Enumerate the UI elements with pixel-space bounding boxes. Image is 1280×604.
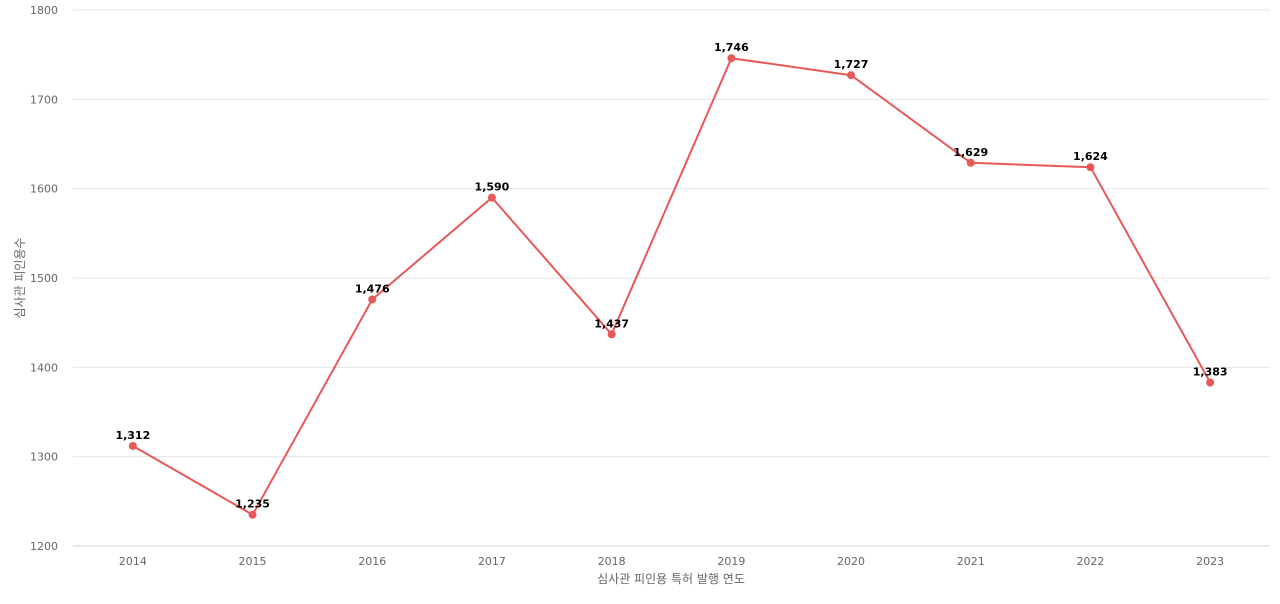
data-point[interactable] xyxy=(1206,378,1215,387)
data-label: 1,437 xyxy=(594,317,629,330)
x-tick-label: 2018 xyxy=(598,555,626,568)
x-tick-label: 2015 xyxy=(239,555,267,568)
data-point[interactable] xyxy=(1086,163,1095,172)
data-point[interactable] xyxy=(368,295,377,304)
y-tick-label: 1500 xyxy=(30,272,58,285)
y-tick-label: 1400 xyxy=(30,361,58,374)
x-tick-label: 2021 xyxy=(957,555,985,568)
x-tick-label: 2019 xyxy=(717,555,745,568)
data-point[interactable] xyxy=(727,54,736,63)
data-label: 1,590 xyxy=(475,181,510,194)
y-tick-label: 1800 xyxy=(30,4,58,17)
data-label: 1,383 xyxy=(1193,366,1228,379)
y-tick-label: 1200 xyxy=(30,540,58,553)
data-point[interactable] xyxy=(487,193,496,202)
x-axis-title: 심사관 피인용 특허 발행 연도 xyxy=(597,571,745,586)
data-point[interactable] xyxy=(847,71,856,80)
data-point[interactable] xyxy=(248,510,257,519)
x-axis-ticks: 2014 2015 2016 2017 2018 2019 2020 2021 2022 2023 xyxy=(119,555,1224,568)
data-labels: 1,312 1,235 1,476 1,590 1,437 1,746 1,727 1,629… xyxy=(115,41,1227,510)
x-tick-label: 2014 xyxy=(119,555,147,568)
x-tick-label: 2020 xyxy=(837,555,865,568)
x-tick-label: 2023 xyxy=(1196,555,1224,568)
y-tick-label: 1300 xyxy=(30,451,58,464)
x-tick-label: 2017 xyxy=(478,555,506,568)
data-point[interactable] xyxy=(128,441,137,450)
data-label: 1,746 xyxy=(714,41,749,54)
y-tick-label: 1700 xyxy=(30,93,58,106)
data-label: 1,312 xyxy=(115,429,150,442)
y-tick-label: 1600 xyxy=(30,183,58,196)
data-label: 1,476 xyxy=(355,282,390,295)
data-point[interactable] xyxy=(966,158,975,167)
data-label: 1,727 xyxy=(834,58,869,71)
series-points xyxy=(128,54,1215,519)
data-label: 1,629 xyxy=(953,146,988,159)
series-line xyxy=(131,57,1212,516)
x-tick-label: 2016 xyxy=(358,555,386,568)
y-axis-title: 심사관 피인용수 xyxy=(13,237,27,318)
gridlines xyxy=(73,9,1270,547)
series-lines xyxy=(131,57,1212,516)
y-axis-ticks: 1200 1300 1400 1500 1600 1700 1800 xyxy=(30,4,58,553)
data-point[interactable] xyxy=(607,330,616,339)
x-tick-label: 2022 xyxy=(1076,555,1104,568)
data-label: 1,235 xyxy=(235,498,270,511)
data-label: 1,624 xyxy=(1073,150,1108,163)
